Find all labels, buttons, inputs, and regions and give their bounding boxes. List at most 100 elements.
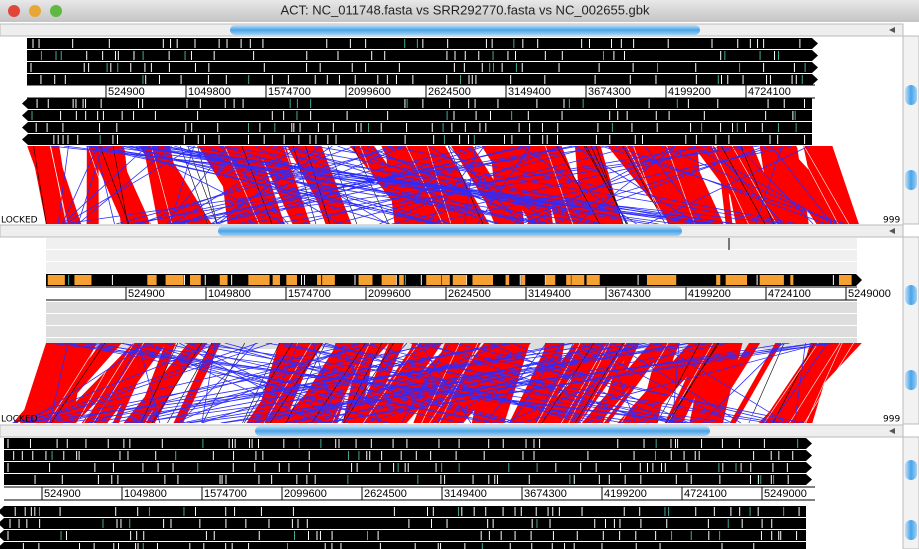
inverted-match	[195, 343, 730, 423]
scroll-thumb[interactable]	[255, 426, 710, 436]
feature-arrow	[812, 50, 818, 61]
match-edge	[665, 343, 720, 423]
inverted-match	[419, 343, 472, 423]
feature	[760, 275, 771, 285]
inverted-match	[90, 146, 543, 224]
inverted-match	[363, 343, 646, 423]
feature	[774, 275, 784, 285]
feature-arrow	[22, 98, 28, 109]
match-edge	[763, 343, 819, 423]
scroll-thumb[interactable]	[905, 170, 917, 190]
inverted-match	[49, 343, 69, 423]
feature-track	[4, 450, 806, 461]
feature	[289, 275, 297, 285]
match	[770, 146, 859, 224]
inverted-match	[425, 146, 793, 224]
inverted-match	[246, 343, 666, 423]
scroll-arrow[interactable]	[889, 228, 895, 234]
feature	[366, 275, 371, 285]
inverted-match	[709, 146, 784, 224]
zoom-button[interactable]	[50, 5, 62, 17]
feature-arrow	[812, 38, 818, 49]
v-scrollbar[interactable]	[902, 35, 919, 225]
feature	[272, 275, 280, 285]
inverted-match	[62, 343, 379, 423]
feature	[790, 275, 794, 285]
scroll-arrow[interactable]	[889, 428, 895, 434]
feature	[472, 275, 478, 285]
match-edge	[666, 146, 696, 224]
inverted-match	[672, 343, 680, 423]
comparison-panel	[12, 343, 862, 423]
feature-arrow	[812, 74, 818, 85]
inverted-match	[264, 343, 299, 423]
ruler-label: 4199200	[668, 86, 711, 98]
close-button[interactable]	[8, 5, 20, 17]
inverted-match	[294, 343, 508, 423]
inverted-match	[313, 146, 789, 224]
scroll-thumb[interactable]	[230, 25, 700, 35]
inverted-match	[322, 343, 818, 423]
inverted-match	[77, 146, 104, 224]
feature	[173, 275, 184, 285]
empty-track	[46, 314, 857, 325]
match-edge	[187, 146, 218, 224]
match-edge	[789, 343, 841, 423]
ruler-label: 4724100	[748, 86, 791, 98]
match-edge	[285, 343, 326, 423]
minimize-button[interactable]	[29, 5, 41, 17]
inverted-match	[558, 343, 630, 423]
empty-track	[46, 262, 857, 273]
match-edge	[805, 343, 843, 423]
feature-track	[28, 110, 812, 121]
feature-track	[27, 38, 812, 49]
inverted-match	[167, 146, 579, 224]
feature-track	[28, 134, 812, 145]
match-edge	[711, 146, 749, 224]
inverted-match	[386, 146, 799, 224]
inverted-match	[116, 146, 402, 224]
comparison-matches	[27, 146, 859, 224]
match	[112, 146, 133, 224]
inverted-match	[57, 146, 69, 224]
match	[451, 146, 522, 224]
scroll-thumb[interactable]	[905, 285, 917, 305]
inverted-match	[64, 343, 610, 423]
match-edge	[804, 343, 854, 423]
scroll-thumb[interactable]	[905, 520, 917, 540]
ruler-label: 1574700	[288, 288, 331, 300]
inverted-match	[138, 343, 573, 423]
match-edge	[270, 343, 323, 423]
inverted-match	[80, 343, 499, 423]
feature-arrow	[0, 518, 4, 529]
feature-track	[28, 98, 812, 109]
feature-arrow	[806, 462, 812, 473]
match-edge	[99, 146, 130, 224]
scroll-thumb[interactable]	[218, 226, 682, 236]
inverted-match	[255, 146, 388, 224]
inverted-match	[367, 146, 536, 224]
v-scrollbar[interactable]	[902, 236, 919, 425]
inverted-match	[201, 343, 444, 423]
scroll-arrow[interactable]	[889, 27, 895, 33]
inverted-match	[327, 343, 729, 423]
inverted-match	[247, 343, 637, 423]
inverted-match	[201, 343, 216, 423]
inverted-match	[755, 146, 783, 224]
title-bar	[0, 0, 919, 22]
lock-label: LOCKED	[1, 216, 38, 226]
scroll-thumb[interactable]	[905, 370, 917, 390]
feature	[734, 275, 748, 285]
scroll-thumb[interactable]	[905, 85, 917, 105]
inverted-match	[48, 343, 686, 423]
match-edge	[656, 343, 700, 423]
inverted-match	[512, 343, 690, 423]
match-edge	[283, 146, 312, 224]
inverted-match	[166, 146, 452, 224]
match	[384, 146, 412, 224]
inverted-match	[692, 146, 834, 224]
ruler-label: 3674300	[588, 86, 631, 98]
feature	[255, 275, 270, 285]
scroll-thumb[interactable]	[905, 460, 917, 480]
